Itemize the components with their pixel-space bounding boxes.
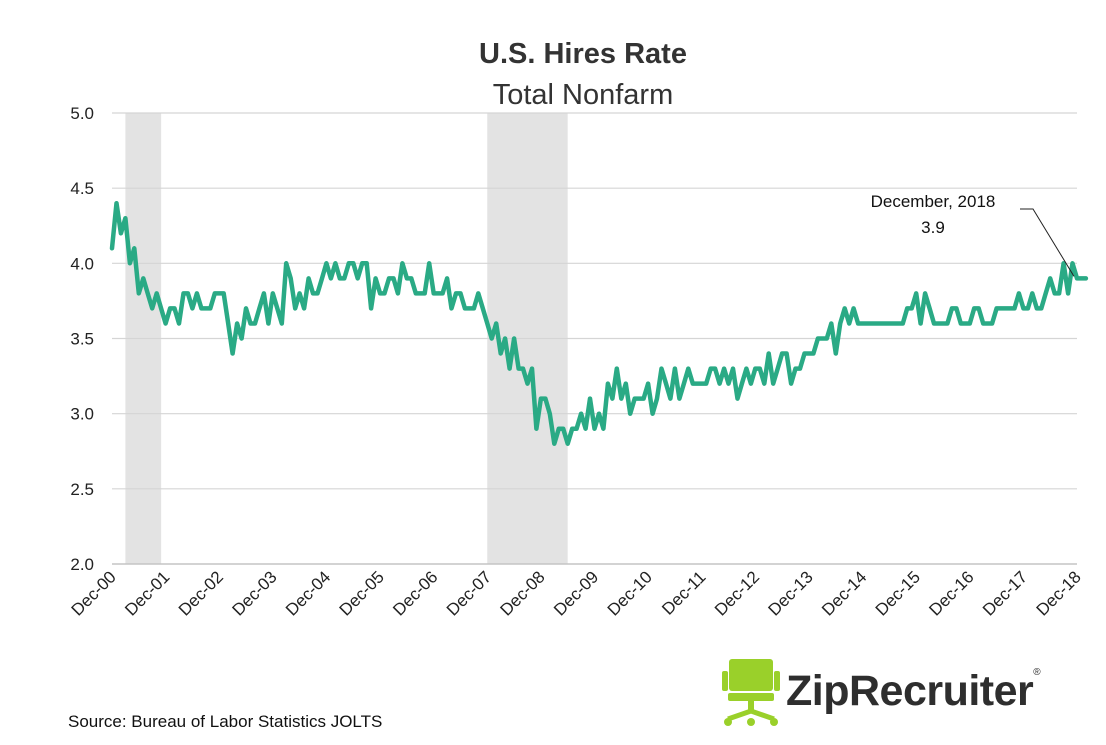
x-tick-label: Dec-02 [175, 567, 227, 619]
hires-rate-chart: U.S. Hires Rate Total Nonfarm 5.0 4.5 4.0 3… [68, 38, 1089, 620]
y-tick-label: 2.0 [70, 555, 94, 574]
y-tick-label: 4.5 [70, 179, 94, 198]
x-tick-label: Dec-01 [121, 567, 173, 619]
x-axis-ticks: Dec-00 Dec-01 Dec-02 Dec-03 Dec-04 Dec-05 Dec-… [68, 567, 1085, 619]
y-tick-label: 3.5 [70, 330, 94, 349]
y-tick-label: 3.0 [70, 405, 94, 424]
series-layer [109, 200, 1089, 446]
x-tick-label: Dec-16 [925, 567, 977, 619]
x-tick-label: Dec-13 [765, 567, 817, 619]
x-tick-label: Dec-06 [389, 567, 441, 619]
x-tick-label: Dec-18 [1033, 567, 1085, 619]
series-line-hires-rate [109, 200, 1089, 446]
chart-title: U.S. Hires Rate [479, 38, 687, 70]
annotation: December, 2018 3.9 [871, 192, 1075, 277]
x-tick-label: Dec-10 [604, 567, 656, 619]
x-tick-label: Dec-09 [550, 567, 602, 619]
x-tick-label: Dec-08 [497, 567, 549, 619]
logo-wordmark: ZipRecruiter® [786, 667, 1041, 715]
x-tick-label: Dec-03 [228, 567, 280, 619]
y-tick-label: 4.0 [70, 254, 94, 273]
x-tick-label: Dec-15 [872, 567, 924, 619]
x-tick-label: Dec-04 [282, 567, 334, 619]
x-tick-label: Dec-07 [443, 567, 495, 619]
annotation-label: December, 2018 [871, 192, 996, 211]
annotation-leader-line [1020, 208, 1075, 277]
ziprecruiter-logo: ZipRecruiter® [722, 657, 1082, 729]
annotation-value: 3.9 [921, 218, 945, 237]
x-tick-label: Dec-00 [68, 567, 120, 619]
source-note: Source: Bureau of Labor Statistics JOLTS [68, 712, 383, 731]
gridlines [112, 112, 1077, 565]
office-chair-icon [722, 659, 780, 726]
x-tick-label: Dec-14 [818, 567, 870, 619]
chart-subtitle: Total Nonfarm [493, 79, 674, 111]
y-tick-label: 5.0 [70, 104, 94, 123]
y-tick-label: 2.5 [70, 480, 94, 499]
x-tick-label: Dec-17 [979, 567, 1031, 619]
x-tick-label: Dec-11 [658, 567, 709, 618]
x-tick-label: Dec-12 [711, 567, 763, 619]
y-axis-ticks: 5.0 4.5 4.0 3.5 3.0 2.5 2.0 [70, 104, 94, 574]
x-tick-label: Dec-05 [336, 567, 388, 619]
